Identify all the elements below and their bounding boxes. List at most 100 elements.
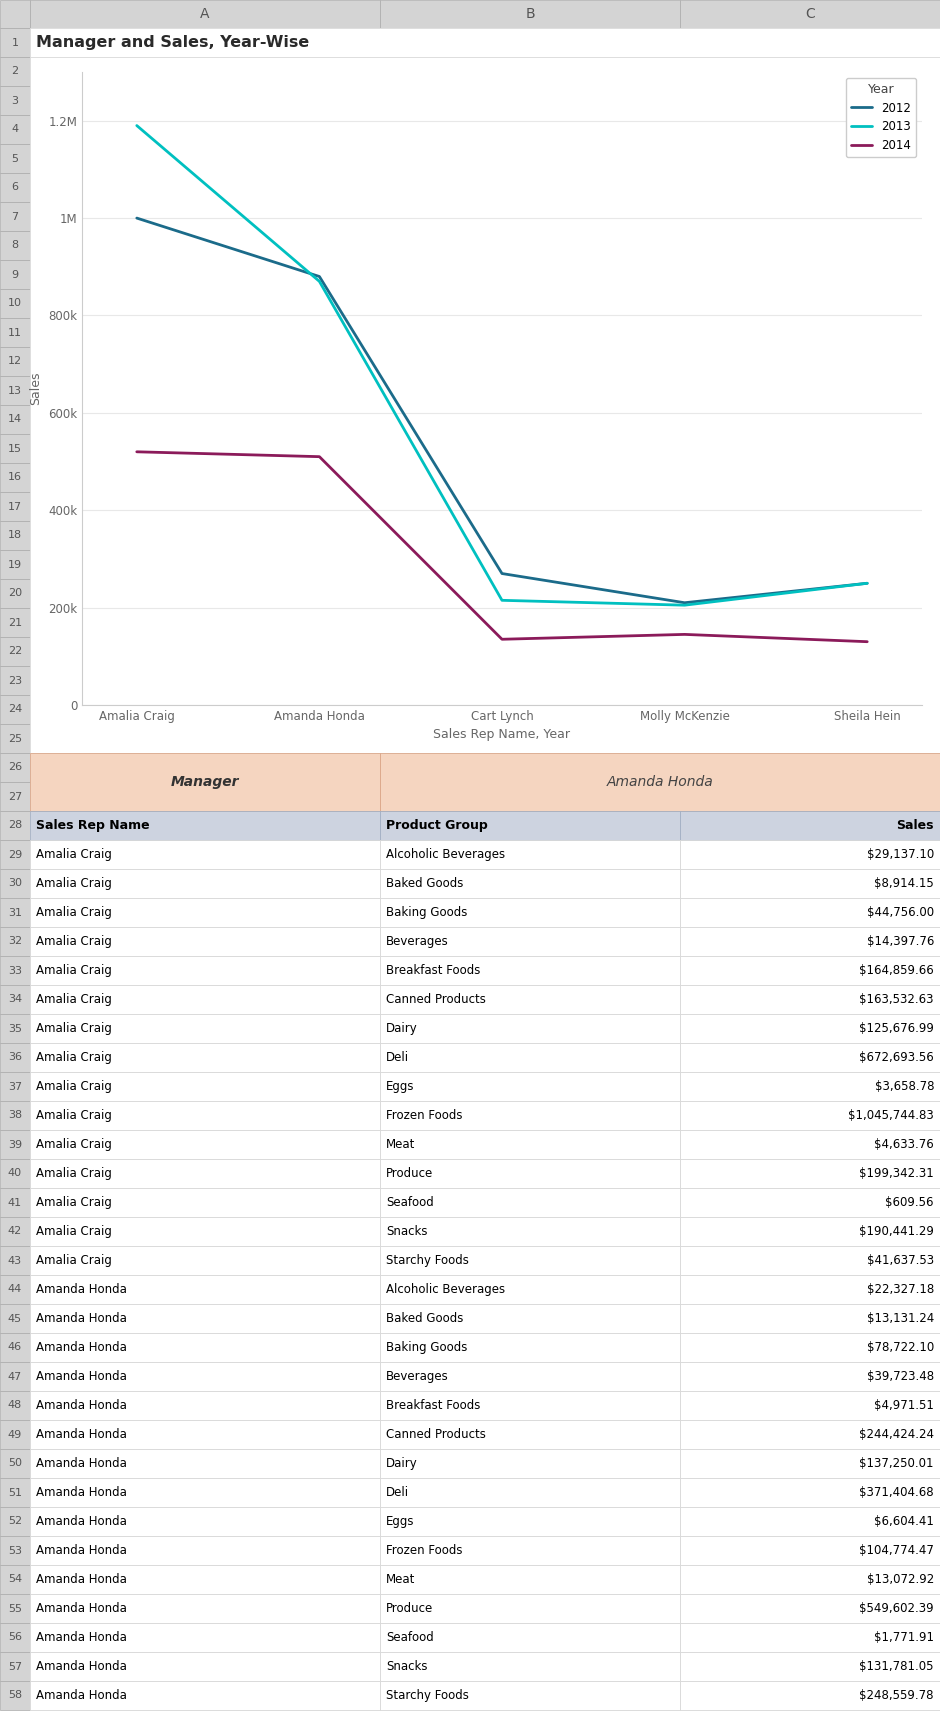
Text: Amalia Craig: Amalia Craig	[36, 877, 112, 891]
Bar	[30, 1042, 380, 1072]
Text: Amalia Craig: Amalia Craig	[36, 1196, 112, 1210]
Bar	[0, 463, 30, 493]
Text: Deli: Deli	[386, 1051, 409, 1065]
Bar	[0, 202, 30, 231]
Bar	[30, 1478, 380, 1508]
Text: 8: 8	[11, 241, 19, 250]
Bar	[30, 1130, 380, 1160]
Bar	[0, 1652, 30, 1682]
Bar	[30, 405, 380, 434]
Bar	[680, 927, 940, 956]
Bar	[680, 1275, 940, 1304]
Bar	[680, 115, 940, 145]
Bar	[380, 493, 680, 520]
Text: Manager and Sales, Year-Wise: Manager and Sales, Year-Wise	[36, 34, 309, 50]
Text: 19: 19	[8, 560, 22, 570]
Bar	[380, 812, 680, 841]
Text: 33: 33	[8, 965, 22, 975]
Bar	[0, 1361, 30, 1390]
Text: 9: 9	[11, 269, 19, 279]
Bar	[680, 1042, 940, 1072]
Text: 6: 6	[11, 183, 19, 193]
Bar	[30, 1216, 380, 1246]
Bar	[380, 1682, 680, 1709]
Bar	[380, 1508, 680, 1535]
Text: Amanda Honda: Amanda Honda	[36, 1573, 127, 1585]
Bar	[380, 841, 680, 868]
Text: Amanda Honda: Amanda Honda	[36, 1544, 127, 1558]
Bar	[30, 202, 380, 231]
Text: Seafood: Seafood	[386, 1196, 433, 1210]
Text: Canned Products: Canned Products	[386, 992, 486, 1006]
Bar	[380, 1246, 680, 1275]
Text: 52: 52	[8, 1516, 22, 1527]
Bar	[0, 260, 30, 289]
Bar	[680, 1682, 940, 1709]
Bar	[0, 927, 30, 956]
Bar	[680, 1420, 940, 1449]
Bar	[380, 812, 680, 841]
Bar	[30, 1682, 380, 1709]
Text: Breakfast Foods: Breakfast Foods	[386, 1399, 480, 1413]
Bar	[380, 1535, 680, 1564]
Bar	[380, 1042, 680, 1072]
Text: Deli: Deli	[386, 1485, 409, 1499]
Bar	[680, 1187, 940, 1216]
2013	[496, 589, 508, 610]
Text: Amalia Craig: Amalia Craig	[36, 1137, 112, 1151]
Bar	[0, 1564, 30, 1594]
Text: A: A	[200, 7, 210, 21]
Text: Amalia Craig: Amalia Craig	[36, 992, 112, 1006]
Text: $41,637.53: $41,637.53	[867, 1254, 934, 1266]
Bar	[30, 986, 380, 1015]
Text: Alcoholic Beverages: Alcoholic Beverages	[386, 848, 505, 862]
Text: 58: 58	[8, 1690, 22, 1701]
Bar	[0, 694, 30, 724]
Text: 35: 35	[8, 1023, 22, 1034]
Bar	[380, 1304, 680, 1334]
Bar	[680, 812, 940, 841]
Bar	[680, 724, 940, 753]
Bar	[680, 1101, 940, 1130]
Bar	[30, 520, 380, 550]
Bar	[30, 927, 380, 956]
X-axis label: Sales Rep Name, Year: Sales Rep Name, Year	[433, 729, 571, 741]
Text: $371,404.68: $371,404.68	[859, 1485, 934, 1499]
Bar	[380, 1187, 680, 1216]
Text: 4: 4	[11, 124, 19, 134]
Bar	[380, 898, 680, 927]
Text: Meat: Meat	[386, 1573, 415, 1585]
Text: Breakfast Foods: Breakfast Foods	[386, 963, 480, 977]
Text: $14,397.76: $14,397.76	[867, 936, 934, 948]
Bar	[30, 1508, 380, 1535]
Text: Frozen Foods: Frozen Foods	[386, 1110, 462, 1122]
Text: 12: 12	[8, 357, 22, 367]
Bar	[30, 1160, 380, 1187]
Bar	[0, 231, 30, 260]
2012	[679, 593, 690, 613]
Bar	[0, 289, 30, 319]
Bar	[680, 231, 940, 260]
Bar	[680, 0, 940, 28]
Bar	[380, 1042, 680, 1072]
Text: 10: 10	[8, 298, 22, 308]
Bar	[680, 1508, 940, 1535]
Bar	[0, 1130, 30, 1160]
Text: $39,723.48: $39,723.48	[867, 1370, 934, 1384]
Bar	[380, 956, 680, 986]
Bar	[380, 172, 680, 202]
Bar	[0, 434, 30, 463]
Bar	[0, 115, 30, 145]
Bar	[30, 1390, 380, 1420]
Bar	[0, 667, 30, 694]
Bar	[30, 956, 380, 986]
Bar	[0, 956, 30, 986]
Text: Amanda Honda: Amanda Honda	[36, 1340, 127, 1354]
Bar	[30, 1072, 380, 1101]
Bar	[380, 463, 680, 493]
Bar	[680, 638, 940, 667]
Bar	[30, 898, 380, 927]
Bar	[380, 868, 680, 898]
Bar	[0, 898, 30, 927]
Text: Beverages: Beverages	[386, 936, 448, 948]
